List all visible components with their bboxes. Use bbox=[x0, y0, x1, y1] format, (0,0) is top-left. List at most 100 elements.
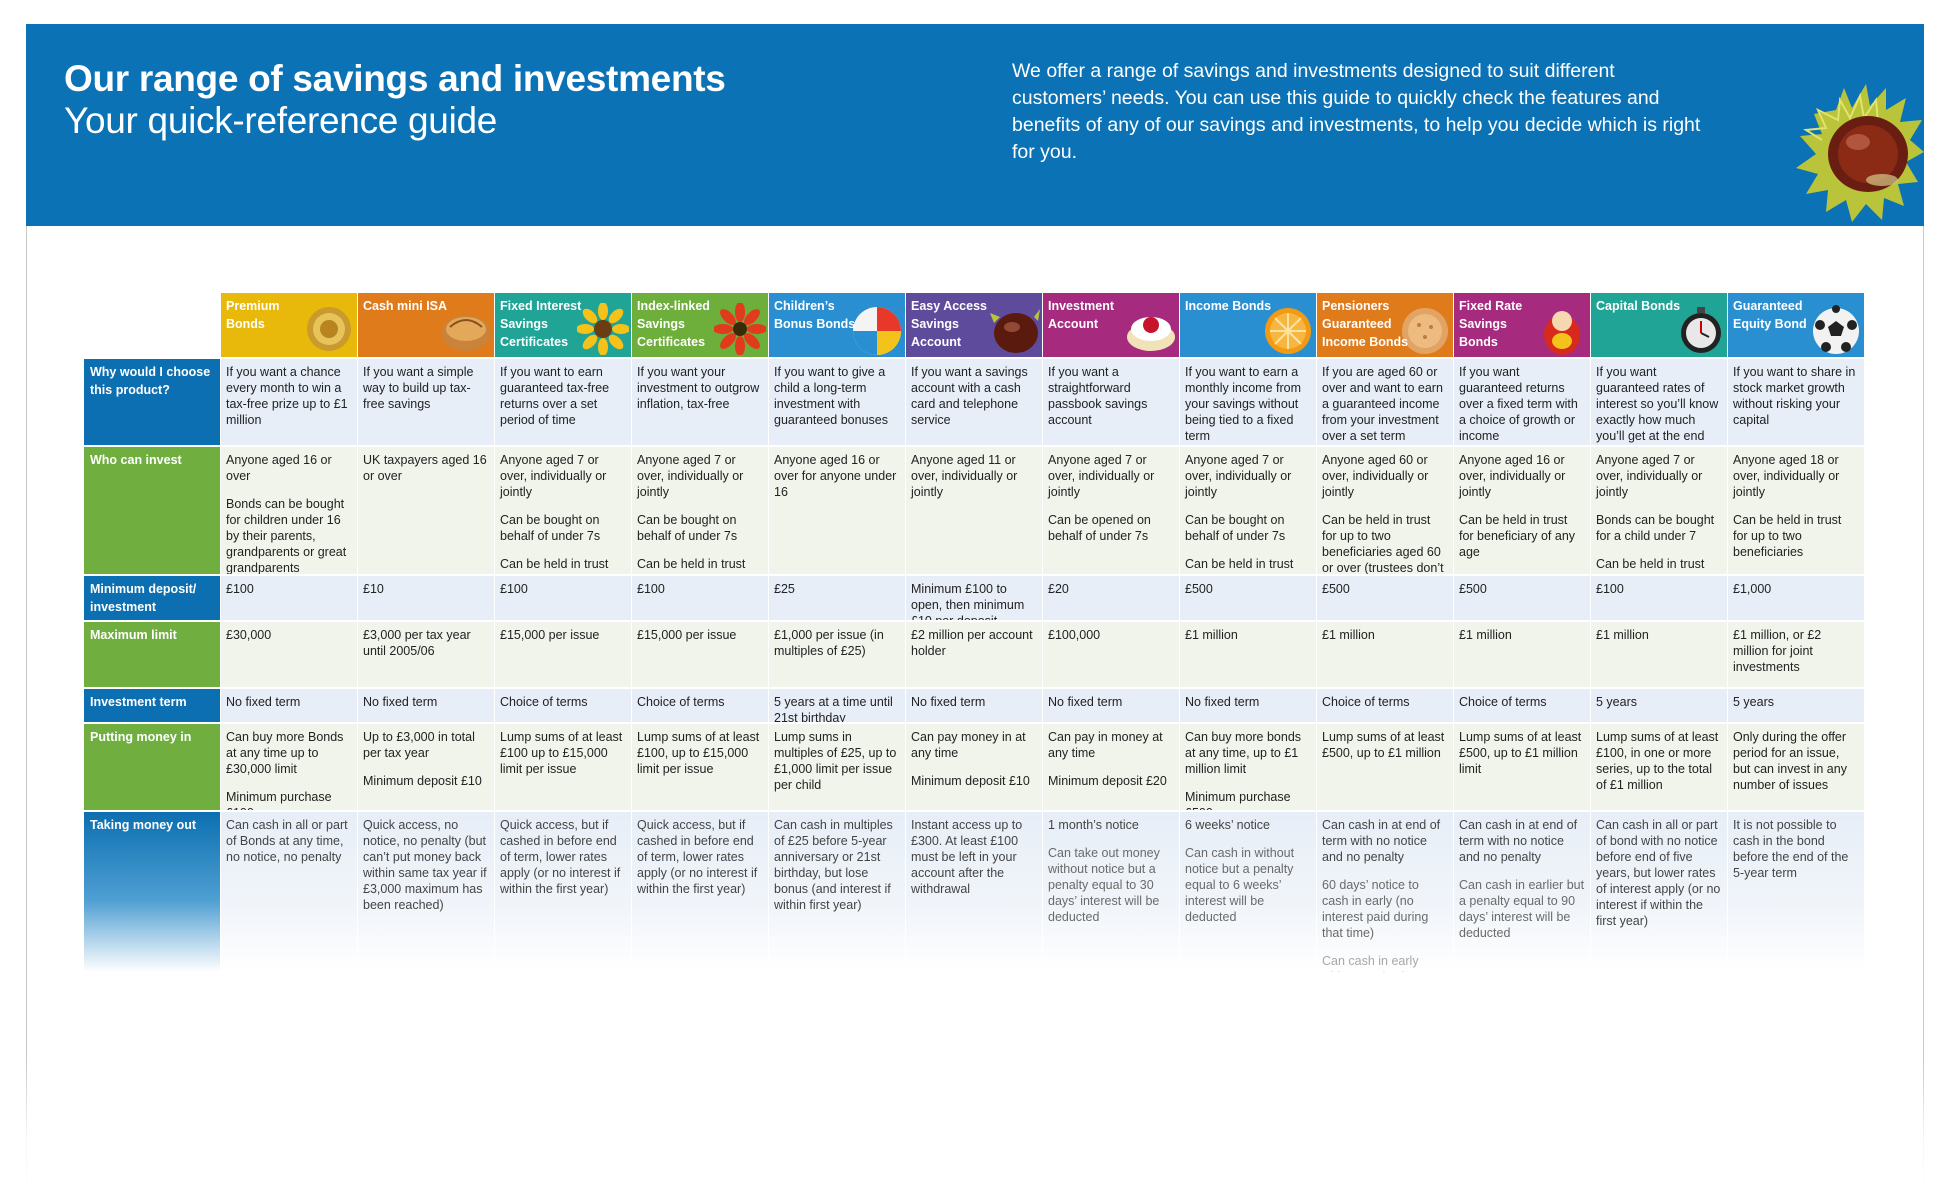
cell-text: UK taxpayers aged 16 or over bbox=[363, 453, 487, 483]
cell-text: £15,000 per issue bbox=[500, 628, 600, 642]
cell-text: Can be bought on behalf of under 7s bbox=[500, 513, 601, 543]
cell-text: No fixed term bbox=[226, 695, 301, 709]
cell-text: £25 bbox=[774, 582, 795, 596]
table-cell: Can cash in at end of term with no notic… bbox=[1317, 812, 1453, 972]
table-cell: Quick access, but if cashed in before en… bbox=[632, 812, 768, 972]
table-cell: £20 bbox=[1043, 576, 1179, 620]
cell-text: 5 years at a time until 21st birthday bbox=[774, 695, 893, 722]
cell-text: £500 bbox=[1185, 582, 1213, 596]
table-cell: £1 million bbox=[1454, 622, 1590, 687]
cell-text: Anyone aged 16 or over bbox=[226, 453, 332, 483]
cell-text: If you want a simple way to build up tax… bbox=[363, 365, 474, 411]
cell-text: Bonds can be bought for a child under 7 bbox=[1596, 513, 1715, 543]
cell-text: Anyone aged 11 or over, individually or … bbox=[911, 453, 1018, 499]
cell-text: Choice of terms bbox=[1459, 695, 1547, 709]
table-cell: If you want guaranteed returns over a fi… bbox=[1454, 359, 1590, 445]
table-cell: Can buy more bonds at any time, up to £1… bbox=[1180, 724, 1316, 810]
chestnut-icon bbox=[990, 309, 1040, 353]
nesting-doll-icon bbox=[1544, 311, 1580, 355]
cell-text: Lump sums of at least £500, up to £1 mil… bbox=[1459, 730, 1582, 776]
table-cell: If you want a simple way to build up tax… bbox=[358, 359, 494, 445]
cell-text: No fixed term bbox=[363, 695, 438, 709]
cell-text: Choice of terms bbox=[500, 695, 588, 709]
product-header: Guaranteed Equity Bond bbox=[1728, 293, 1864, 357]
table-cell: £10 bbox=[358, 576, 494, 620]
table-cell: Anyone aged 7 or over, individually or j… bbox=[1180, 447, 1316, 574]
table-cell: Can buy more Bonds at any time up to £30… bbox=[221, 724, 357, 810]
table-cell: If you want guaranteed rates of interest… bbox=[1591, 359, 1727, 445]
product-header: Children’s Bonus Bonds bbox=[769, 293, 905, 357]
cell-text: £15,000 per issue bbox=[637, 628, 737, 642]
table-cell: £30,000 bbox=[221, 622, 357, 687]
table-cell: Anyone aged 18 or over, individually or … bbox=[1728, 447, 1864, 574]
cell-text: Lump sums in multiples of £25, up to £1,… bbox=[774, 730, 897, 792]
cell-text: Instant access up to £300. At least £100… bbox=[911, 818, 1023, 896]
product-header: Premium Bonds bbox=[221, 293, 357, 357]
product-header: Cash mini ISA bbox=[358, 293, 494, 357]
gold-coin-icon bbox=[307, 307, 351, 351]
table-cell: Choice of terms bbox=[1454, 689, 1590, 722]
table-cell: £100 bbox=[632, 576, 768, 620]
cell-text: If you want a straightforward passbook s… bbox=[1048, 365, 1148, 427]
cell-text: £1,000 per issue (in multiples of £25) bbox=[774, 628, 884, 658]
cell-text: Can pay in money at any time bbox=[1048, 730, 1163, 760]
cell-text: If you want to earn guaranteed tax-free … bbox=[500, 365, 610, 427]
table-cell: No fixed term bbox=[1043, 689, 1179, 722]
table-cell: Up to £3,000 in total per tax year Minimu… bbox=[358, 724, 494, 810]
table-cell: 5 years bbox=[1728, 689, 1864, 722]
table-cell: Lump sums of at least £500, up to £1 mil… bbox=[1454, 724, 1590, 810]
table-cell: £25 bbox=[769, 576, 905, 620]
product-name: Guaranteed Equity Bond bbox=[1733, 299, 1807, 331]
row-label: Maximum limit bbox=[84, 622, 220, 687]
product-header: Fixed Rate Savings Bonds bbox=[1454, 293, 1590, 357]
product-header: Easy Access Savings Account bbox=[906, 293, 1042, 357]
cell-text: Can be held in trust bbox=[637, 557, 746, 571]
table-cell: UK taxpayers aged 16 or over bbox=[358, 447, 494, 574]
cell-text: £2 million per account holder bbox=[911, 628, 1033, 658]
cell-text: If you are aged 60 or over and want to e… bbox=[1322, 365, 1443, 443]
cell-text: £1 million bbox=[1185, 628, 1238, 642]
table-cell: Minimum £100 to open, then minimum £10 p… bbox=[906, 576, 1042, 620]
cell-text: Can be held in trust for up to two benef… bbox=[1733, 513, 1842, 559]
table-cell: Anyone aged 60 or over, individually or … bbox=[1317, 447, 1453, 574]
product-name: Cash mini ISA bbox=[363, 299, 448, 313]
row-label: Minimum deposit/ investment bbox=[84, 576, 220, 620]
beach-ball-icon bbox=[853, 307, 901, 355]
table-cell: £100 bbox=[495, 576, 631, 620]
sunflower-icon bbox=[577, 303, 629, 355]
cell-text: £1 million bbox=[1322, 628, 1375, 642]
cell-text: Lump sums of at least £500, up to £1 mil… bbox=[1322, 730, 1445, 760]
table-cell: £15,000 per issue bbox=[495, 622, 631, 687]
cell-text: Can cash in all or part of Bonds at any … bbox=[226, 818, 348, 864]
orange-icon bbox=[1265, 308, 1311, 354]
product-name: Investment Account bbox=[1048, 299, 1114, 331]
cell-text: If you want a savings account with a cas… bbox=[911, 365, 1028, 427]
cell-text: Anyone aged 7 or over, individually or j… bbox=[1185, 453, 1292, 499]
table-corner bbox=[84, 293, 220, 357]
intro-text: We offer a range of savings and investme… bbox=[1012, 60, 1701, 163]
table-cell: If you want to give a child a long-term … bbox=[769, 359, 905, 445]
cell-text: Quick access, but if cashed in before en… bbox=[637, 818, 758, 896]
cell-text: Lump sums of at least £100, in one or mo… bbox=[1596, 730, 1719, 792]
table-cell: Only during the offer period for an issu… bbox=[1728, 724, 1864, 810]
product-name: Easy Access Savings Account bbox=[911, 299, 987, 349]
cell-text: No fixed term bbox=[911, 695, 986, 709]
red-flower-icon bbox=[714, 303, 766, 355]
table-cell: Choice of terms bbox=[1317, 689, 1453, 722]
cell-text: £30,000 bbox=[226, 628, 272, 642]
row-label: Who can invest bbox=[84, 447, 220, 574]
table-cell: £3,000 per tax year until 2005/06 bbox=[358, 622, 494, 687]
product-name: Capital Bonds bbox=[1596, 299, 1681, 313]
table-cell: Lump sums in multiples of £25, up to £1,… bbox=[769, 724, 905, 810]
cell-text: Can buy more bonds at any time, up to £1… bbox=[1185, 730, 1302, 776]
table-cell: 6 weeks’ notice Can cash in without notic… bbox=[1180, 812, 1316, 972]
product-header: Capital Bonds bbox=[1591, 293, 1727, 357]
cell-text: Can cash in all or part of bond with no … bbox=[1596, 818, 1721, 928]
table-cell: If you want a savings account with a cas… bbox=[906, 359, 1042, 445]
product-name: Children’s Bonus Bonds bbox=[774, 299, 856, 331]
product-name: Fixed Interest Savings Certificates bbox=[500, 299, 582, 349]
biscuit-icon bbox=[1402, 308, 1448, 354]
stopwatch-icon bbox=[1681, 307, 1721, 353]
cell-text: £100 bbox=[637, 582, 665, 596]
table-cell: Lump sums of at least £500, up to £1 mil… bbox=[1317, 724, 1453, 810]
